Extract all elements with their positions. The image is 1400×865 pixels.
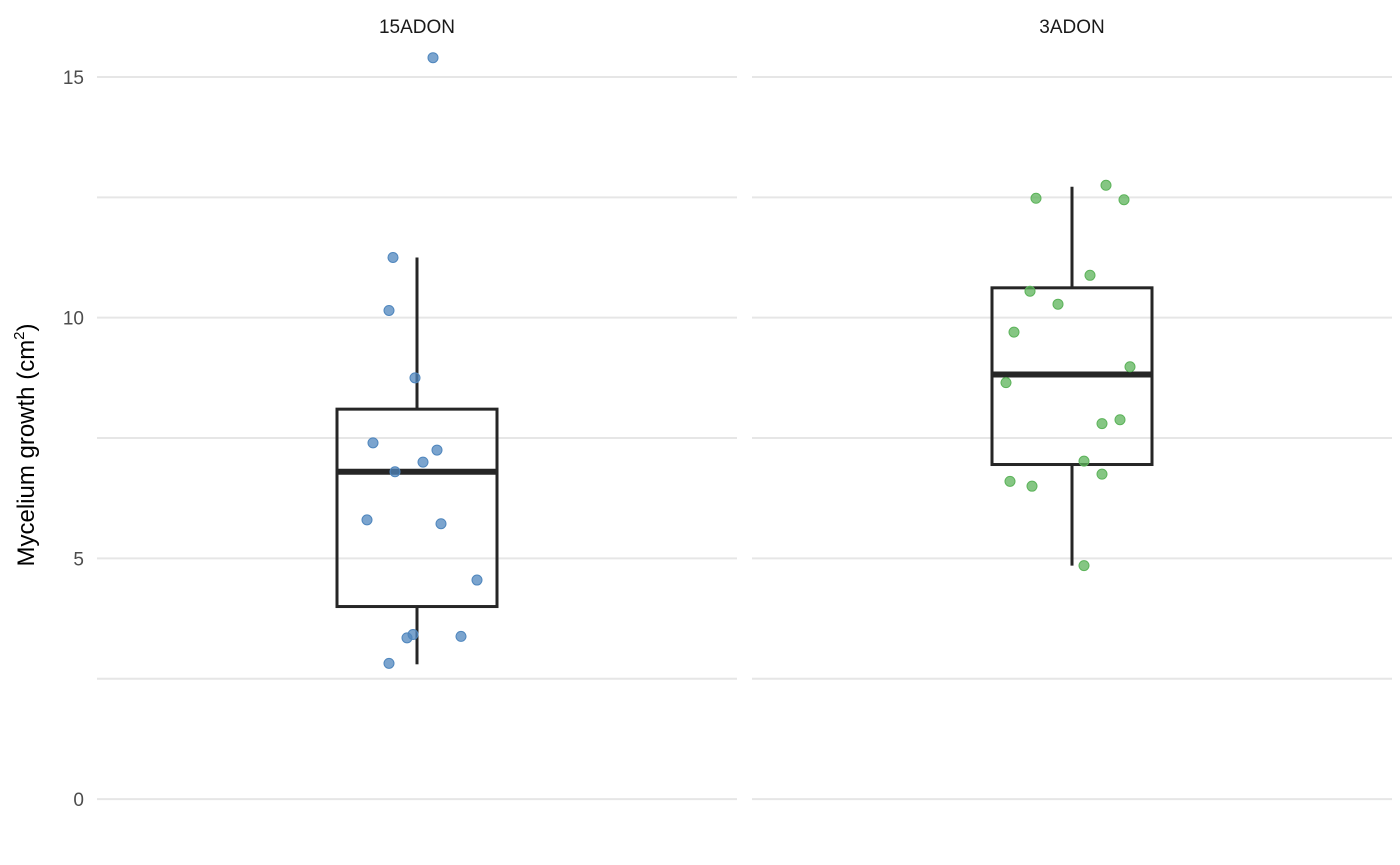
data-point — [1000, 377, 1012, 389]
y-axis-title: Mycelium growth (cm2) — [11, 323, 40, 566]
data-point — [401, 632, 413, 644]
panel-3adon: 3ADON — [990, 17, 1154, 572]
data-point — [1004, 475, 1016, 487]
data-point — [1052, 298, 1064, 310]
data-point — [1026, 480, 1038, 492]
data-point — [471, 574, 483, 586]
y-axis-title-main: Mycelium growth (cm — [13, 340, 40, 567]
data-point — [1024, 285, 1036, 297]
data-point — [1114, 414, 1126, 426]
data-point — [417, 456, 429, 468]
panels: 15ADON 3ADON — [335, 17, 1154, 669]
panel-15adon: 15ADON — [335, 17, 499, 669]
data-point — [383, 657, 395, 669]
gridlines — [97, 75, 1392, 801]
data-point — [1078, 455, 1090, 467]
data-point — [455, 630, 467, 642]
data-point — [1008, 326, 1020, 338]
data-point — [387, 251, 399, 263]
panel-title: 15ADON — [379, 17, 455, 38]
y-tick-label: 15 — [63, 68, 84, 89]
y-axis-title-superscript: 2 — [11, 331, 28, 339]
data-point — [427, 52, 439, 64]
data-point — [1096, 418, 1108, 430]
data-point — [409, 372, 421, 384]
data-point — [431, 444, 443, 456]
data-point — [383, 304, 395, 316]
data-point — [1124, 361, 1136, 373]
data-point — [389, 466, 401, 478]
data-point — [1118, 194, 1130, 206]
panel-title: 3ADON — [1039, 17, 1104, 38]
data-point — [1084, 269, 1096, 281]
y-axis-ticks: 0 5 10 15 — [63, 68, 84, 811]
data-point — [1078, 560, 1090, 572]
data-point — [435, 518, 447, 530]
data-point — [1096, 468, 1108, 480]
data-point — [367, 437, 379, 449]
y-tick-label: 5 — [73, 549, 84, 570]
y-axis-title-close: ) — [13, 323, 40, 331]
y-tick-label: 10 — [63, 309, 84, 330]
data-point — [1030, 192, 1042, 204]
y-tick-label: 0 — [73, 790, 84, 811]
data-point — [361, 514, 373, 526]
data-point — [1100, 179, 1112, 191]
iqr-box — [335, 407, 499, 609]
